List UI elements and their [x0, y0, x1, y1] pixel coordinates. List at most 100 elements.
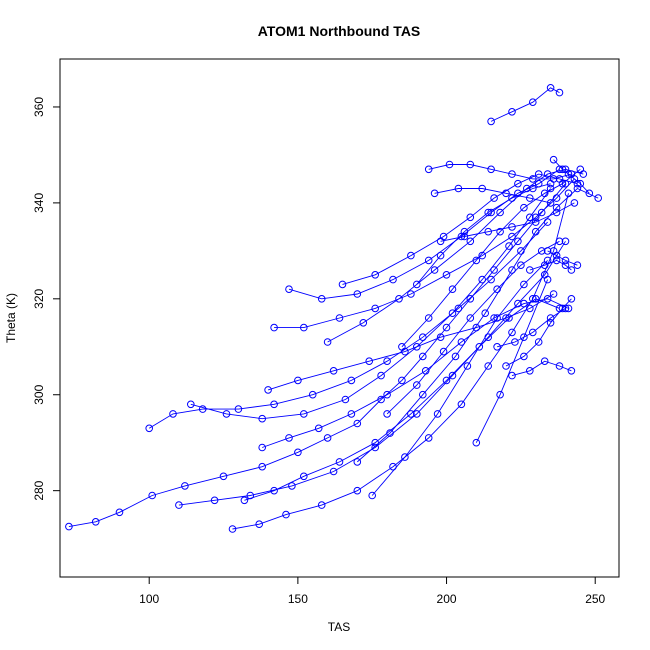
series-line [342, 173, 578, 285]
series-line [274, 178, 575, 329]
data-point [448, 371, 457, 380]
data-point [520, 203, 528, 212]
data-point [460, 232, 469, 241]
data-point [561, 304, 570, 313]
series-line [267, 293, 554, 391]
data-point [484, 362, 493, 370]
series-7 [264, 290, 558, 394]
data-point [240, 496, 249, 505]
series-19 [436, 199, 579, 246]
data-point [543, 247, 552, 255]
data-point [508, 232, 516, 241]
data-point [145, 424, 153, 433]
data-point [493, 314, 501, 322]
data-point [531, 227, 540, 236]
data-point [424, 434, 433, 442]
data-point [487, 275, 495, 284]
data-point [442, 323, 451, 332]
data-point [549, 155, 558, 164]
series-24 [493, 304, 570, 351]
data-point [377, 371, 385, 380]
series-line [496, 308, 566, 348]
data-point [496, 227, 504, 236]
data-point [508, 328, 516, 337]
data-point [490, 266, 498, 274]
data-point [338, 280, 347, 289]
data-point [502, 314, 510, 322]
y-tick-label: 300 [32, 384, 46, 404]
data-point [353, 486, 362, 495]
data-point [508, 223, 516, 231]
data-point [347, 376, 356, 385]
data-point [222, 410, 231, 418]
data-point [407, 410, 415, 418]
data-point [493, 343, 501, 351]
data-point [323, 434, 332, 442]
series-13 [368, 256, 552, 500]
series-line [371, 260, 548, 496]
data-point [401, 453, 409, 461]
data-point [478, 184, 487, 193]
data-point [353, 458, 362, 466]
chart-title: ATOM1 Northbound TAS [258, 23, 421, 39]
data-point [508, 371, 516, 380]
x-tick-label: 250 [585, 592, 605, 606]
data-point [546, 319, 555, 327]
data-point [430, 266, 439, 274]
data-point [413, 410, 421, 418]
data-point [371, 271, 380, 279]
data-point [198, 405, 207, 413]
data-point [520, 280, 528, 289]
data-point [546, 84, 555, 92]
series-line [357, 187, 599, 463]
data-point [282, 510, 290, 519]
data-point [534, 170, 543, 178]
series-25 [526, 256, 576, 274]
series-18 [430, 184, 555, 207]
data-point [555, 362, 564, 370]
data-point [228, 525, 237, 533]
series-10 [323, 165, 588, 346]
data-point [511, 338, 519, 346]
series-12 [353, 184, 603, 466]
data-point [383, 390, 391, 399]
data-point [558, 179, 567, 188]
series-line [148, 221, 548, 429]
data-point [181, 482, 189, 490]
series-line [401, 168, 581, 348]
data-point [457, 400, 466, 409]
data-point [552, 203, 561, 212]
data-point [448, 309, 457, 318]
plot-marks [65, 84, 603, 533]
series-line [190, 188, 551, 420]
data-point [529, 98, 537, 106]
data-point [466, 213, 475, 222]
series-line [490, 87, 560, 122]
data-point [210, 496, 219, 505]
data-point [484, 208, 493, 217]
series-line [244, 298, 560, 501]
data-point [436, 251, 445, 260]
data-point [466, 295, 475, 303]
data-point [526, 367, 534, 375]
x-axis-title: TAS [328, 620, 350, 634]
data-point [508, 108, 516, 116]
data-point [466, 314, 475, 322]
series-line [440, 202, 575, 242]
data-point [552, 256, 561, 265]
data-point [457, 338, 466, 346]
data-point [314, 424, 323, 433]
data-point [543, 275, 552, 284]
x-tick-label: 200 [437, 592, 457, 606]
data-point [552, 208, 561, 217]
data-point [383, 410, 391, 418]
data-point [424, 256, 433, 265]
data-point [484, 227, 493, 236]
data-point [436, 237, 445, 246]
series-27 [549, 155, 594, 198]
data-point [472, 438, 481, 447]
data-point [442, 376, 451, 385]
series-line [529, 259, 572, 271]
data-point [508, 266, 516, 274]
data-point [323, 338, 332, 346]
